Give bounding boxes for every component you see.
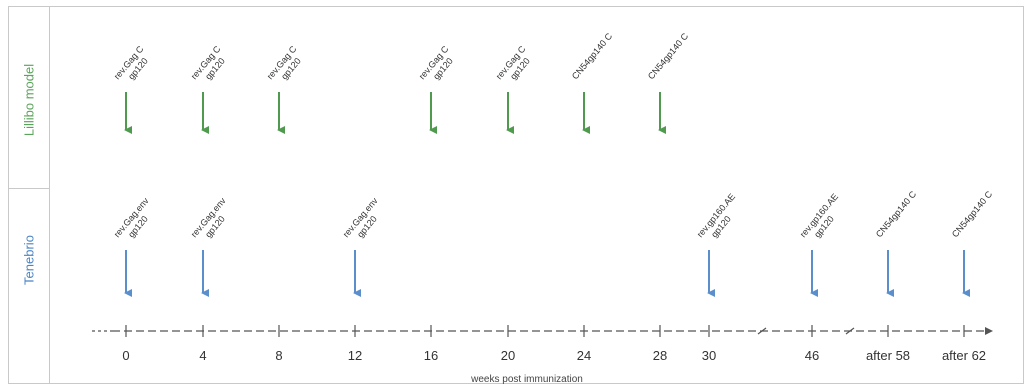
event-label-line: CN54gp140 C xyxy=(570,31,615,82)
event-label: rev.Gag.envgp120 xyxy=(189,195,236,246)
event-label: rev.Gag Cgp120 xyxy=(189,44,231,89)
label-column xyxy=(8,6,50,384)
axis-tick-label: 24 xyxy=(577,348,591,363)
event-label: CN54gp140 C xyxy=(646,31,691,82)
event-label: CN54gp140 C xyxy=(874,189,919,240)
axis-tick-label: 30 xyxy=(702,348,716,363)
axis-tick-label: after 62 xyxy=(942,348,986,363)
axis-break-icon xyxy=(845,327,855,335)
axis-tick-label: 16 xyxy=(424,348,438,363)
axis-break-icon xyxy=(757,327,767,335)
axis-tick-label: 4 xyxy=(199,348,206,363)
event-label: CN54gp140 C xyxy=(950,189,995,240)
axis-arrow-icon xyxy=(985,327,993,335)
axis-title: weeks post immunization xyxy=(470,374,583,385)
event-label-line: CN54gp140 C xyxy=(950,189,995,240)
event-label: rev.Gag Cgp120 xyxy=(265,44,307,89)
axis-tick-label: after 58 xyxy=(866,348,910,363)
axis-tick-label: 28 xyxy=(653,348,667,363)
event-label: rev.Gag Cgp120 xyxy=(417,44,459,89)
event-label-line: CN54gp140 C xyxy=(646,31,691,82)
event-label: rev.Gag.envgp120 xyxy=(112,195,159,246)
group-separator xyxy=(8,188,50,189)
event-label: rev.gp160.AEgp120 xyxy=(798,192,849,247)
event-label: rev.Gag.envgp120 xyxy=(341,195,388,246)
event-label: rev.Gag Cgp120 xyxy=(112,44,154,89)
event-label: rev.Gag Cgp120 xyxy=(494,44,536,89)
event-label: CN54gp140 C xyxy=(570,31,615,82)
axis-tick-label: 8 xyxy=(275,348,282,363)
axis-tick-label: 46 xyxy=(805,348,819,363)
event-label-line: CN54gp140 C xyxy=(874,189,919,240)
axis-tick-label: 20 xyxy=(501,348,515,363)
diagram-frame xyxy=(8,6,1024,384)
axis-tick-label: 0 xyxy=(122,348,129,363)
event-label: rev.gp160.AEgp120 xyxy=(695,192,746,247)
axis-tick-label: 12 xyxy=(348,348,362,363)
